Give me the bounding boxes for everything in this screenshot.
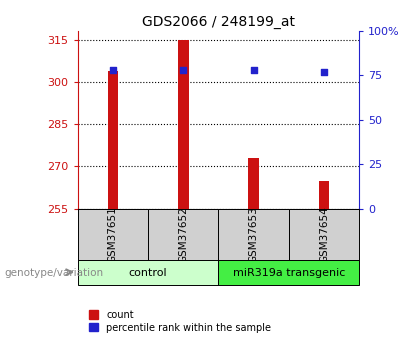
- Text: GSM37653: GSM37653: [249, 206, 259, 263]
- Bar: [289, 209, 359, 260]
- Text: miR319a transgenic: miR319a transgenic: [233, 268, 345, 277]
- Point: [180, 67, 186, 73]
- Bar: [319, 180, 329, 209]
- Bar: [178, 40, 189, 209]
- Text: GSM37651: GSM37651: [108, 206, 118, 263]
- Point: [250, 67, 257, 73]
- Bar: [78, 209, 148, 260]
- Bar: [218, 209, 289, 260]
- Text: GSM37652: GSM37652: [178, 206, 188, 263]
- Bar: [248, 158, 259, 209]
- Legend: count, percentile rank within the sample: count, percentile rank within the sample: [85, 306, 275, 337]
- Bar: [148, 209, 218, 260]
- Point: [110, 67, 116, 73]
- Bar: [218, 260, 359, 285]
- Bar: [78, 260, 218, 285]
- Text: control: control: [129, 268, 167, 277]
- Title: GDS2066 / 248199_at: GDS2066 / 248199_at: [142, 14, 295, 29]
- Bar: [108, 70, 118, 209]
- Point: [320, 69, 327, 75]
- Text: genotype/variation: genotype/variation: [4, 268, 103, 277]
- Text: GSM37654: GSM37654: [319, 206, 329, 263]
